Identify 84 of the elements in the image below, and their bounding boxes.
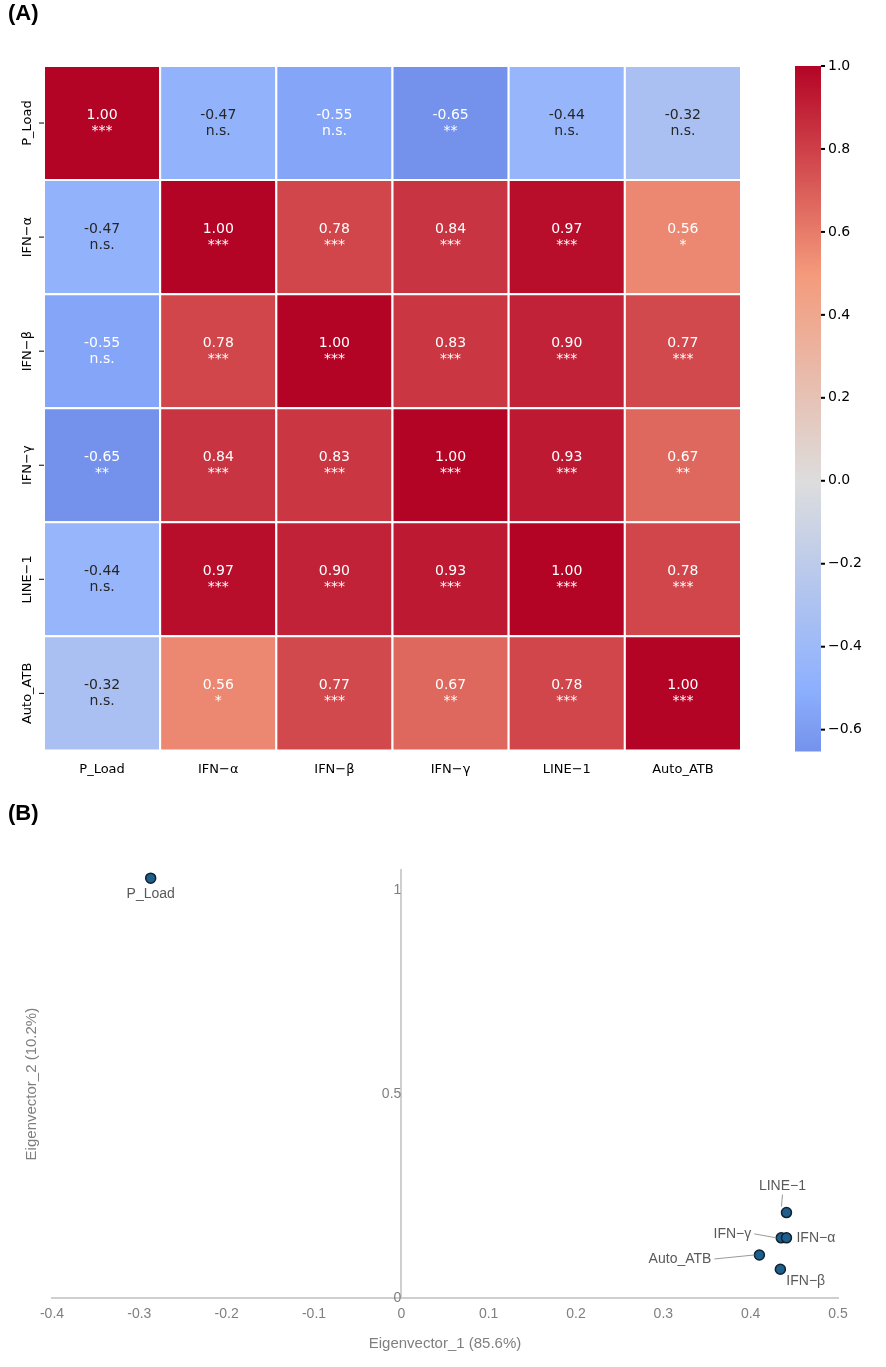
- data-label: 0.84 ***: [202, 447, 234, 480]
- point: [753, 1249, 766, 1261]
- x-tick-label: 0.1: [478, 1305, 499, 1322]
- data-label: -0.32 n.s.: [83, 676, 121, 709]
- point: [774, 1263, 787, 1275]
- annotation: LINE−1: [758, 1177, 807, 1194]
- x-tick-label: 0.3: [653, 1305, 674, 1322]
- y-tick-label: 0.5: [381, 1085, 402, 1102]
- y-tick-label: P_Load: [19, 100, 35, 146]
- data-label: 1.00 ***: [86, 105, 118, 138]
- data-label: 0.90 ***: [551, 333, 583, 366]
- x-tick-label: -0.1: [301, 1305, 327, 1322]
- data-label: -0.55 n.s.: [83, 333, 121, 366]
- data-label: 0.90 ***: [318, 561, 350, 594]
- y-tick-label: IFN−α: [19, 216, 35, 258]
- data-label: 0.93 ***: [551, 447, 583, 480]
- data-label: -0.44 n.s.: [83, 561, 121, 594]
- y-tick-label: IFN−β: [19, 331, 35, 372]
- color-bar-label: 0.4: [828, 305, 851, 322]
- data-label: 0.83 ***: [318, 447, 350, 480]
- data-label: 0.67 **: [435, 676, 467, 709]
- y-tick-label: LINE−1: [19, 555, 35, 604]
- x-tick-label: Auto_ATB: [652, 760, 714, 776]
- annotation: IFN−γ: [713, 1224, 752, 1241]
- data-label: -0.47 n.s.: [83, 219, 121, 252]
- data-label: 0.56 *: [667, 219, 699, 252]
- x-tick-label: IFN−β: [314, 760, 355, 776]
- x-tick-label: -0.2: [214, 1305, 239, 1322]
- data-label: -0.47 n.s.: [200, 105, 237, 138]
- data-label: 0.78 ***: [667, 561, 699, 594]
- data-label: 0.78 ***: [318, 219, 350, 252]
- x-tick-label: 0.5: [828, 1305, 848, 1322]
- x-tick-label: LINE−1: [542, 760, 591, 776]
- annotation: Auto_ATB: [648, 1249, 712, 1266]
- point: [780, 1206, 793, 1219]
- color-bar-label: −0.4: [828, 637, 863, 654]
- chart-title: (A): [8, 0, 39, 26]
- color-bar-label: 0.6: [828, 222, 851, 239]
- y-tick-label: Auto_ATB: [19, 662, 35, 725]
- annotation: IFN−α: [796, 1228, 836, 1245]
- y-tick-label: 0: [393, 1289, 402, 1306]
- data-label: 0.67 **: [667, 447, 699, 480]
- data-label: 0.93 ***: [435, 561, 467, 594]
- color-bar-label: −0.2: [828, 554, 862, 571]
- point: [780, 1232, 793, 1244]
- data-label: 0.97 ***: [202, 561, 234, 594]
- data-label: 1.00 ***: [435, 447, 467, 480]
- point: [144, 872, 157, 884]
- data-label: 0.77 ***: [667, 333, 699, 366]
- data-label: -0.65 **: [83, 447, 121, 480]
- data-label: -0.65 **: [432, 105, 469, 138]
- data-label: -0.44 n.s.: [548, 105, 585, 138]
- data-label: 0.56 *: [202, 676, 234, 709]
- annotation: IFN−β: [786, 1272, 826, 1289]
- x-tick-label: -0.3: [127, 1305, 152, 1322]
- x-axis-title: Eigenvector_1 (85.6%): [368, 1334, 522, 1352]
- x-tick-label: -0.4: [39, 1305, 65, 1322]
- data-label: 0.78 ***: [551, 676, 583, 709]
- data-label: 1.00 ***: [202, 219, 234, 252]
- data-label: -0.55 n.s.: [316, 105, 353, 138]
- color-bar-label: 1.0: [828, 56, 851, 73]
- x-tick-label: 0.2: [566, 1305, 586, 1322]
- annotation: P_Load: [126, 885, 175, 902]
- color-bar-label: 0.2: [828, 388, 851, 405]
- color-bar-label: 0.0: [828, 471, 851, 488]
- data-label: 1.00 ***: [667, 676, 699, 709]
- y-axis-title: Eigenvector_2 (10.2%): [22, 1007, 40, 1161]
- data-label: 0.77 ***: [318, 676, 350, 709]
- color-bar-label: 0.8: [828, 139, 851, 156]
- x-tick-label: IFN−α: [198, 760, 239, 776]
- x-tick-label: P_Load: [79, 760, 125, 776]
- data-label: 0.83 ***: [435, 333, 467, 366]
- x-tick-label: 0.4: [740, 1305, 761, 1322]
- x-tick-label: IFN−γ: [430, 760, 471, 776]
- y-tick-label: IFN−γ: [19, 445, 35, 486]
- color-bar-label: −0.6: [828, 720, 863, 737]
- data-label: -0.32 n.s.: [664, 105, 702, 138]
- chart-title: (B): [8, 800, 39, 826]
- data-label: 0.78 ***: [202, 333, 234, 366]
- data-label: 0.97 ***: [551, 219, 583, 252]
- data-label: 0.84 ***: [435, 219, 467, 252]
- data-label: 1.00 ***: [551, 561, 583, 594]
- y-tick-label: 1: [393, 881, 402, 898]
- data-label: 1.00 ***: [318, 333, 350, 366]
